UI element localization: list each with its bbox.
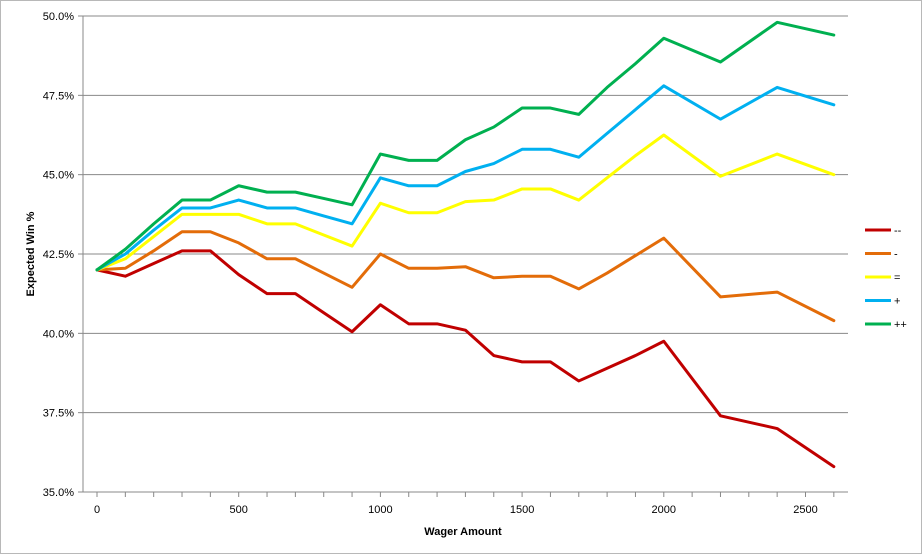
series-line-1	[95, 230, 836, 323]
tick-labels: 35.0% 37.5% 40.0% 42.5% 45.0% 47.5% 50.0% 0 500 1…	[43, 11, 818, 516]
legend-label-1: -	[894, 249, 898, 261]
legend: ---=+++	[865, 225, 907, 331]
gridlines	[83, 15, 848, 493]
y-axis-title: Expected Win %	[25, 211, 37, 296]
legend-label-2: =	[894, 272, 900, 284]
y-tick-label-2: 40.0%	[43, 328, 74, 340]
x-axis-title: Wager Amount	[424, 526, 502, 538]
axes	[78, 15, 848, 497]
legend-label-0: --	[894, 225, 902, 237]
y-tick-label-5: 47.5%	[43, 90, 74, 102]
y-tick-label-0: 35.0%	[43, 487, 74, 499]
series-line-2	[95, 133, 836, 272]
y-tick-label-3: 42.5%	[43, 249, 74, 261]
series-line-0	[95, 249, 836, 469]
series-lines	[95, 20, 836, 469]
y-tick-label-6: 50.0%	[43, 11, 74, 23]
x-tick-label-2: 1000	[368, 504, 392, 516]
x-tick-label-5: 2500	[793, 504, 817, 516]
x-tick-label-0: 0	[94, 504, 100, 516]
legend-label-4: ++	[894, 319, 907, 331]
y-tick-label-1: 37.5%	[43, 408, 74, 420]
series-line-4	[95, 20, 836, 272]
x-tick-label-4: 2000	[652, 504, 676, 516]
y-tick-label-4: 45.0%	[43, 170, 74, 182]
x-tick-label-3: 1500	[510, 504, 534, 516]
legend-label-3: +	[894, 296, 900, 308]
series-line-3	[95, 84, 836, 272]
x-tick-label-1: 500	[230, 504, 248, 516]
